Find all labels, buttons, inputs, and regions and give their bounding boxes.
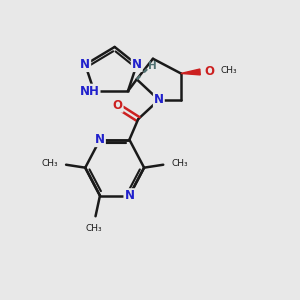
Text: CH₃: CH₃ bbox=[41, 159, 58, 168]
Text: N: N bbox=[154, 93, 164, 106]
Text: N: N bbox=[95, 133, 105, 146]
Text: N: N bbox=[132, 58, 142, 71]
Text: O: O bbox=[205, 65, 214, 79]
Text: O: O bbox=[112, 99, 123, 112]
Text: N: N bbox=[80, 58, 90, 71]
Text: CH₃: CH₃ bbox=[86, 224, 102, 232]
Polygon shape bbox=[181, 69, 200, 75]
Text: N: N bbox=[124, 189, 134, 202]
Text: NH: NH bbox=[80, 85, 100, 98]
Text: CH₃: CH₃ bbox=[172, 159, 188, 168]
Text: H: H bbox=[148, 61, 157, 71]
Text: CH₃: CH₃ bbox=[221, 66, 237, 75]
